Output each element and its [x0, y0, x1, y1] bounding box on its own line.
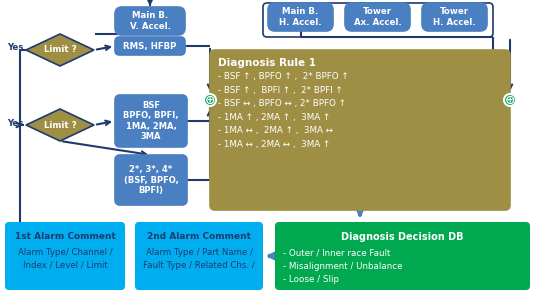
Text: Diagnosis Rule 1: Diagnosis Rule 1 — [218, 58, 316, 68]
Text: RMS, HFBP: RMS, HFBP — [123, 42, 177, 50]
Text: 1st Alarm Comment: 1st Alarm Comment — [15, 232, 116, 241]
Circle shape — [504, 94, 516, 106]
FancyBboxPatch shape — [210, 50, 510, 210]
Text: 2nd Alarm Comment: 2nd Alarm Comment — [147, 232, 251, 241]
FancyBboxPatch shape — [115, 95, 187, 147]
FancyBboxPatch shape — [275, 222, 530, 290]
Text: ⊕: ⊕ — [205, 94, 215, 106]
Text: BSF
BPFO, BPFI,
1MA, 2MA,
3MA: BSF BPFO, BPFI, 1MA, 2MA, 3MA — [123, 101, 179, 141]
Text: Tower
H. Accel.: Tower H. Accel. — [433, 7, 476, 27]
FancyBboxPatch shape — [135, 222, 263, 290]
Text: Limit ?: Limit ? — [44, 45, 76, 55]
FancyBboxPatch shape — [345, 3, 410, 31]
FancyBboxPatch shape — [268, 3, 333, 31]
FancyBboxPatch shape — [115, 37, 185, 55]
Text: Main B.
V. Accel.: Main B. V. Accel. — [130, 11, 171, 31]
Text: - Outer / Inner race Fault
- Misalignment / Unbalance
- Loose / Slip: - Outer / Inner race Fault - Misalignmen… — [283, 248, 402, 284]
Text: Alarm Type / Part Name /
Fault Type / Related Chs. /: Alarm Type / Part Name / Fault Type / Re… — [143, 248, 255, 270]
Text: Yes: Yes — [7, 42, 23, 52]
FancyBboxPatch shape — [115, 155, 187, 205]
Text: 2*, 3*, 4*
(BSF, BPFO,
BPFI): 2*, 3*, 4* (BSF, BPFO, BPFI) — [124, 165, 178, 195]
Text: Yes: Yes — [7, 119, 23, 127]
Polygon shape — [26, 109, 94, 141]
Circle shape — [204, 94, 216, 106]
Text: Alarm Type/ Channel /
Index / Level / Limit: Alarm Type/ Channel / Index / Level / Li… — [18, 248, 112, 270]
Text: ⊕: ⊕ — [505, 94, 515, 106]
Text: Main B.
H. Accel.: Main B. H. Accel. — [279, 7, 322, 27]
Polygon shape — [26, 34, 94, 66]
Text: Tower
Ax. Accel.: Tower Ax. Accel. — [354, 7, 401, 27]
Text: Limit ?: Limit ? — [44, 120, 76, 130]
Text: Diagnosis Decision DB: Diagnosis Decision DB — [341, 232, 464, 242]
FancyBboxPatch shape — [115, 7, 185, 35]
FancyBboxPatch shape — [422, 3, 487, 31]
FancyBboxPatch shape — [5, 222, 125, 290]
Text: - BSF ↑ , BPFO ↑ ,  2* BPFO ↑
- BSF ↑ ,  BPFI ↑ ,  2* BPFI ↑
- BSF ↔ , BPFO ↔ , : - BSF ↑ , BPFO ↑ , 2* BPFO ↑ - BSF ↑ , B… — [218, 72, 349, 149]
